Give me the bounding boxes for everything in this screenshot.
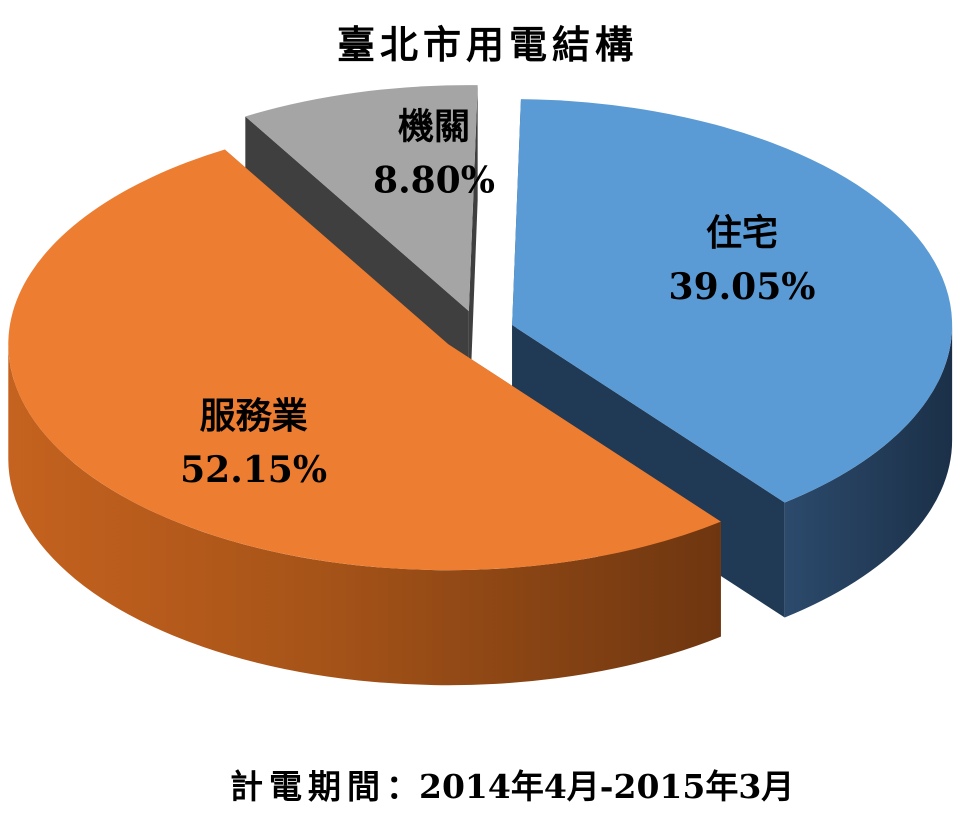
slice-services — [8, 149, 721, 686]
slice-top-government — [245, 85, 478, 312]
period-prefix: 計電期間 — [230, 767, 386, 806]
period-range: 2014年4月-2015年3月 — [419, 767, 795, 806]
slice-value-residential: 39.05% — [669, 266, 816, 308]
chart-title: 臺北市用電結構 — [336, 22, 638, 67]
slice-top-residential — [512, 99, 953, 503]
slice-side-services — [8, 344, 721, 686]
measurement-period: 計電期間：2014年4月-2015年3月 — [230, 760, 930, 808]
period-separator: ： — [386, 767, 419, 806]
slice-label-residential: 住宅 — [706, 212, 778, 254]
slice-label-services: 服務業 — [200, 395, 308, 437]
slice-value-government: 8.80% — [373, 160, 495, 202]
slice-label-government: 機關 — [398, 106, 470, 148]
slice-top-services — [8, 149, 721, 571]
slice-value-services: 52.15% — [180, 449, 327, 491]
slice-side-residential — [784, 325, 953, 618]
slice-wall-government — [468, 85, 478, 427]
